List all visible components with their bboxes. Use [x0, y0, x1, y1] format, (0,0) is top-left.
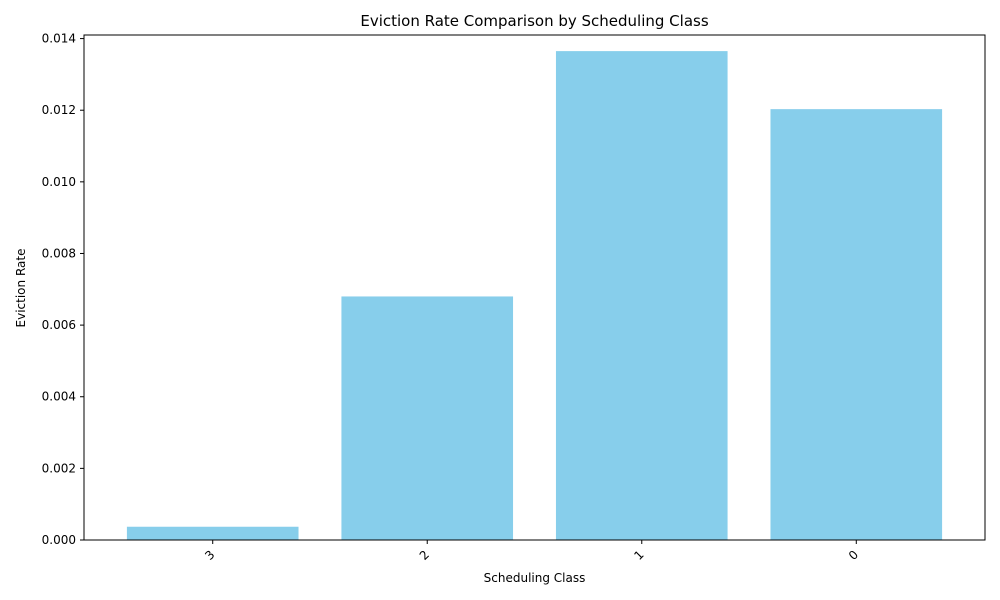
y-axis-ticks: 0.000 0.002 0.004 0.006 0.008 0.010 0.012 0.014 [42, 32, 84, 547]
chart-title: Eviction Rate Comparison by Scheduling C… [360, 12, 708, 30]
bar-2 [341, 296, 514, 540]
x-tick-label: 0 [846, 548, 861, 563]
y-tick-label: 0.010 [42, 175, 76, 189]
bar-3 [126, 526, 299, 540]
y-tick-label: 0.006 [42, 318, 76, 332]
y-tick-label: 0.002 [42, 461, 76, 475]
plot-area-frame [83, 34, 986, 541]
bars-group [126, 51, 943, 541]
x-axis-label: Scheduling Class [484, 571, 586, 585]
x-tick-label: 2 [417, 548, 432, 563]
y-tick-label: 0.008 [42, 246, 76, 260]
y-tick-label: 0.000 [42, 533, 76, 547]
x-tick-label: 3 [202, 548, 217, 563]
bar-0 [770, 109, 943, 540]
y-axis-label: Eviction Rate [14, 249, 28, 328]
bar-1 [555, 51, 728, 541]
y-tick-label: 0.012 [42, 103, 76, 117]
x-axis-ticks: 3 2 1 0 [202, 540, 861, 563]
x-tick-label: 1 [631, 548, 646, 563]
y-tick-label: 0.014 [42, 32, 76, 46]
y-tick-label: 0.004 [42, 390, 76, 404]
